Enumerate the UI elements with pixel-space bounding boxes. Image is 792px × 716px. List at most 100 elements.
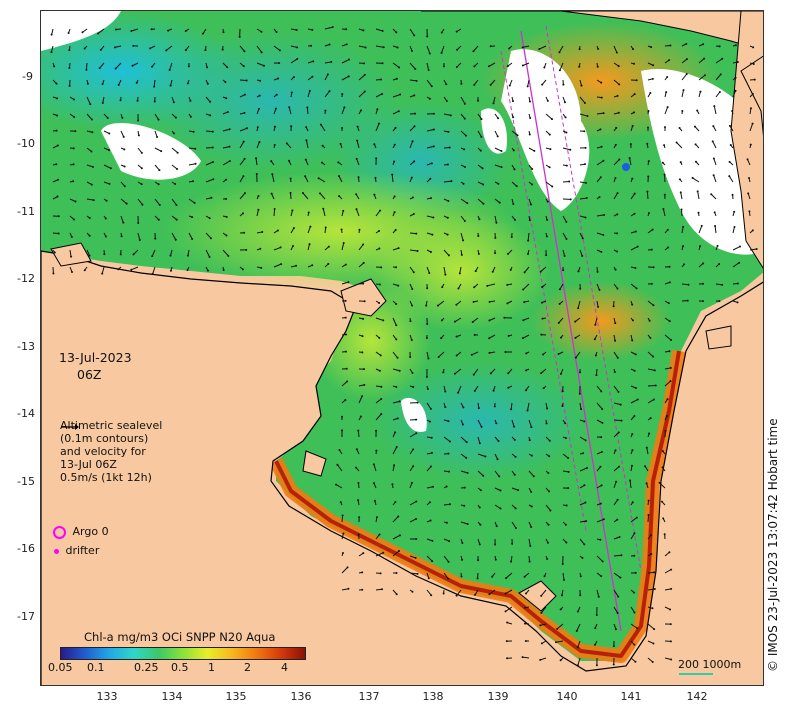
velocity-arrow-head: [460, 575, 463, 578]
velocity-arrow-head: [546, 99, 549, 102]
velocity-arrow-head: [546, 218, 549, 221]
velocity-arrow: [522, 656, 530, 659]
velocity-arrow-head: [631, 177, 634, 180]
velocity-arrow-head: [651, 607, 654, 610]
velocity-arrow-head: [222, 31, 225, 34]
velocity-arrow-head: [339, 142, 342, 145]
velocity-arrow-head: [568, 180, 571, 183]
velocity-arrow-head: [497, 117, 500, 120]
velocity-arrow-head: [480, 135, 483, 138]
velocity-arrow-head: [546, 557, 549, 560]
velocity-arrow: [304, 176, 309, 183]
velocity-arrow-head: [616, 192, 619, 195]
velocity-arrow-head: [393, 143, 396, 146]
velocity-arrow-head: [88, 234, 91, 237]
velocity-arrow-head: [191, 238, 194, 241]
velocity-arrow-head: [477, 559, 480, 562]
velocity-arrow: [477, 436, 481, 444]
velocity-arrow: [256, 141, 260, 149]
velocity-arrow-head: [683, 263, 686, 266]
velocity-arrow: [86, 113, 93, 120]
velocity-arrow-head: [462, 406, 465, 409]
velocity-arrow-head: [398, 66, 401, 69]
velocity-arrow-head: [271, 173, 274, 176]
velocity-arrow-head: [397, 110, 400, 113]
velocity-arrow: [728, 175, 734, 183]
velocity-arrow-head: [691, 176, 694, 179]
velocity-arrow-head: [669, 640, 672, 643]
velocity-arrow-head: [121, 116, 124, 119]
velocity-arrow-head: [445, 521, 448, 524]
velocity-arrow: [188, 232, 193, 240]
velocity-arrow-head: [713, 105, 716, 108]
velocity-arrow-head: [633, 62, 636, 65]
velocity-arrow-head: [341, 126, 344, 129]
velocity-arrow: [522, 283, 530, 290]
credit-text: © IMOS 23-Jul-2023 13:07:42 Hobart time: [766, 418, 780, 672]
velocity-arrow: [318, 177, 326, 183]
lon-tick: 139: [487, 690, 509, 703]
velocity-arrow-head: [612, 305, 615, 308]
velocity-arrow-head: [135, 81, 138, 84]
velocity-arrow-head: [426, 388, 429, 391]
velocity-arrow-head: [345, 333, 348, 336]
velocity-arrow: [562, 180, 570, 183]
velocity-arrow: [188, 147, 196, 150]
velocity-arrow-head: [474, 593, 477, 596]
velocity-arrow: [152, 266, 156, 274]
velocity-arrow-head: [108, 132, 111, 135]
velocity-arrow-head: [361, 588, 364, 591]
velocity-arrow-head: [447, 452, 450, 455]
velocity-arrow-head: [461, 558, 464, 561]
velocity-arrow-head: [428, 420, 431, 423]
velocity-arrow-head: [344, 316, 347, 319]
velocity-arrow-head: [721, 57, 724, 60]
velocity-arrow-head: [291, 209, 294, 212]
velocity-arrow-head: [312, 60, 315, 63]
velocity-arrow-head: [361, 395, 364, 398]
velocity-arrow: [540, 657, 547, 661]
velocity-arrow-head: [260, 51, 263, 54]
velocity-arrow-head: [362, 552, 365, 555]
velocity-arrow-head: [687, 283, 690, 286]
velocity-arrow-head: [702, 43, 705, 46]
velocity-arrow-head: [514, 455, 517, 458]
velocity-arrow-head: [209, 237, 212, 240]
velocity-arrow-head: [186, 268, 189, 271]
velocity-arrow-head: [153, 85, 156, 88]
velocity-arrow-head: [633, 111, 636, 114]
velocity-arrow-head: [580, 84, 583, 87]
velocity-arrow-head: [632, 48, 635, 51]
velocity-arrow-head: [633, 591, 636, 594]
velocity-arrow: [477, 130, 482, 138]
velocity-arrow-head: [565, 220, 568, 223]
velocity-arrow-head: [488, 593, 491, 596]
velocity-arrow: [630, 246, 638, 251]
velocity-arrow: [713, 158, 717, 166]
velocity-arrow-head: [132, 44, 135, 47]
velocity-arrow-head: [395, 593, 398, 596]
velocity-arrow-head: [699, 245, 702, 248]
velocity-arrow: [133, 249, 139, 255]
velocity-arrow-head: [602, 518, 605, 521]
velocity-arrow-head: [375, 449, 378, 452]
velocity-arrow-head: [72, 147, 75, 150]
velocity-arrow-head: [661, 450, 664, 453]
velocity-arrow-head: [104, 217, 107, 220]
velocity-arrow-head: [355, 157, 358, 160]
velocity-arrow-head: [73, 218, 76, 221]
velocity-arrow-head: [748, 210, 751, 213]
velocity-arrow-head: [507, 334, 510, 337]
velocity-arrow-head: [666, 228, 669, 231]
velocity-arrow-head: [394, 228, 397, 231]
velocity-arrow-head: [560, 336, 563, 339]
velocity-arrow-head: [472, 300, 475, 303]
velocity-arrow-head: [328, 90, 331, 93]
velocity-arrow: [527, 79, 530, 87]
velocity-arrow: [307, 226, 311, 234]
velocity-arrow-head: [733, 225, 736, 228]
velocity-arrow-head: [599, 128, 602, 131]
velocity-arrow-head: [563, 101, 566, 104]
velocity-arrow: [69, 198, 76, 202]
velocity-arrow-head: [471, 320, 474, 323]
